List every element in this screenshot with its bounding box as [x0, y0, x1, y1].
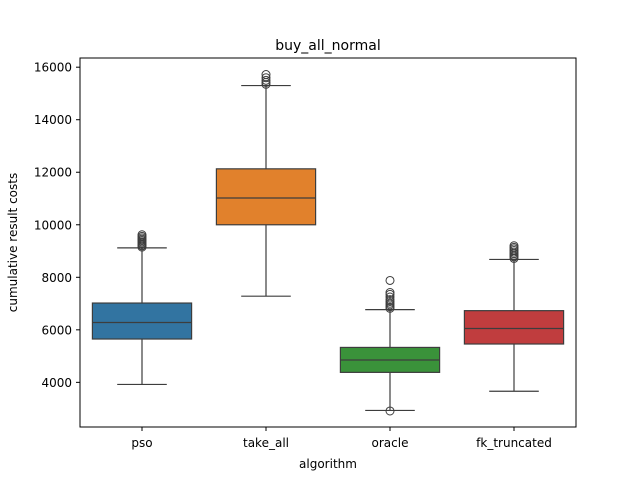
chart-title: buy_all_normal — [275, 38, 380, 54]
outlier-point — [385, 292, 395, 302]
x-tick-label: pso — [131, 436, 152, 450]
box-pso — [91, 230, 193, 386]
y-axis-label: cumulative result costs — [6, 173, 20, 312]
x-tick-label: take_all — [243, 436, 289, 450]
y-tick-label: 12000 — [34, 166, 72, 180]
outlier-point — [385, 295, 395, 305]
axes-frame — [79, 57, 577, 428]
y-tick-label: 16000 — [34, 61, 72, 75]
y-tick-label: 4000 — [41, 376, 72, 390]
box-take_all — [215, 70, 317, 297]
y-tick-label: 6000 — [41, 323, 72, 337]
x-axis: pso take_all oracle fk_truncated — [131, 427, 552, 450]
iqr-box — [91, 302, 193, 340]
x-axis-label: algorithm — [299, 457, 357, 471]
outlier-point — [261, 75, 271, 85]
iqr-box — [215, 168, 317, 226]
y-tick-label: 10000 — [34, 218, 72, 232]
outlier-point — [261, 73, 271, 83]
box-oracle — [339, 275, 441, 416]
y-tick-label: 14000 — [34, 113, 72, 127]
iqr-box — [463, 310, 565, 345]
plot-area — [91, 70, 565, 416]
outlier-point — [509, 241, 519, 251]
outlier-point — [261, 70, 271, 80]
y-tick-label: 8000 — [41, 271, 72, 285]
x-tick-label: oracle — [372, 436, 409, 450]
outlier-point — [385, 288, 395, 298]
x-tick-label: fk_truncated — [476, 436, 552, 450]
box-fk_truncated — [463, 241, 565, 392]
outlier-point — [385, 275, 395, 285]
outlier-point — [137, 230, 147, 240]
y-axis: 4000 6000 8000 10000 12000 14000 16000 — [34, 61, 80, 390]
outlier-point — [385, 406, 395, 416]
